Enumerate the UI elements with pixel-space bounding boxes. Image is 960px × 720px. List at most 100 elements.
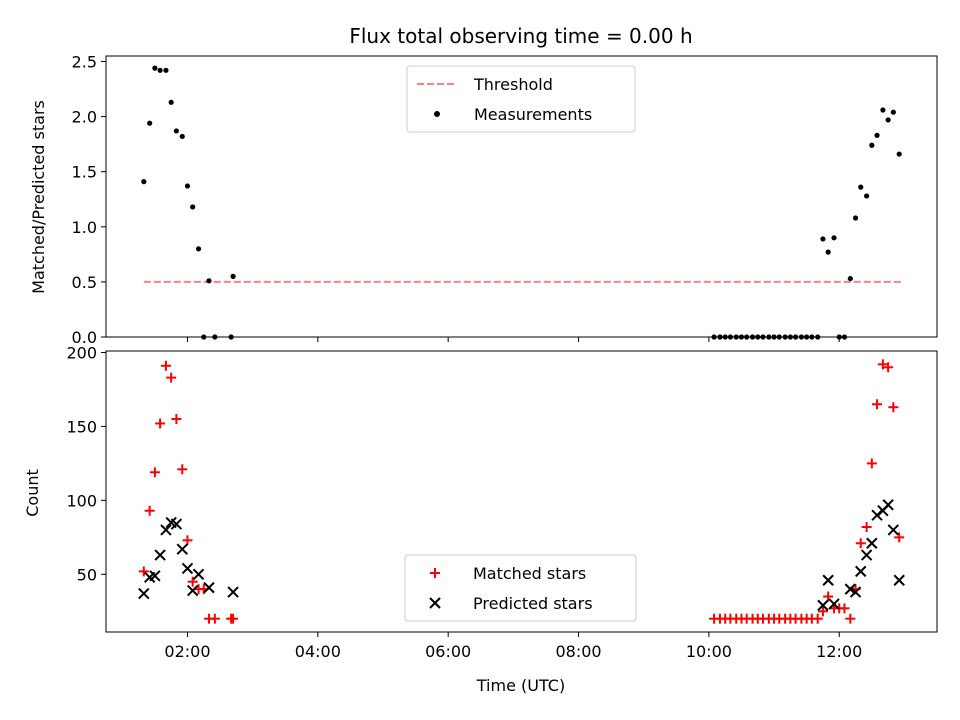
legend-threshold-label: Threshold	[473, 75, 553, 94]
measurement-point	[880, 107, 886, 113]
legend-matched-marker	[430, 568, 440, 578]
measurement-point	[869, 142, 875, 148]
legend-predicted-swatch	[429, 597, 441, 609]
x-axis-label: Time (UTC)	[476, 676, 565, 695]
x-tick-label: 02:00	[164, 642, 210, 661]
measurement-point	[820, 236, 826, 242]
matched-star-point	[228, 613, 239, 624]
measurement-point	[179, 133, 185, 140]
top-y-axis-label: Matched/Predicted stars	[29, 100, 48, 294]
bottom-y-tick-label: 50	[77, 565, 97, 584]
matched-star-point	[888, 402, 899, 413]
matched-star-point	[872, 399, 883, 410]
measurement-point	[190, 204, 196, 210]
matched-star-point	[182, 535, 193, 546]
top-y-tick-label: 0.0	[72, 328, 97, 347]
bottom-y-tick-label: 200	[66, 343, 97, 362]
matched-star-point	[861, 521, 872, 532]
x-tick-label: 06:00	[425, 642, 471, 661]
predicted-star-point	[138, 587, 150, 600]
bottom-y-tick-label: 100	[66, 491, 97, 510]
predicted-star-point	[855, 565, 867, 578]
matched-star-point	[149, 467, 160, 478]
predicted-star-point	[871, 509, 883, 521]
legend-predicted-marker	[429, 597, 441, 609]
matched-star-point	[177, 464, 188, 475]
x-tick-label: 12:00	[816, 642, 862, 661]
top-y-tick-label: 0.5	[72, 273, 97, 292]
predicted-star-point	[822, 574, 834, 586]
measurement-point	[831, 235, 837, 241]
top-y-tick-label: 1.5	[72, 163, 97, 182]
matched-star-point	[155, 418, 166, 429]
matched-star-point	[171, 414, 182, 425]
measurement-point	[168, 99, 174, 105]
predicted-star-point	[227, 586, 239, 598]
predicted-star-point	[866, 537, 878, 549]
measurement-point	[864, 193, 870, 199]
top-legend: Threshold Measurements	[406, 65, 636, 133]
predicted-star-point	[186, 584, 199, 597]
top-legend-frame	[406, 65, 636, 133]
predicted-star-point	[860, 549, 873, 561]
matched-star-point	[144, 505, 155, 516]
matched-star-point	[138, 566, 149, 577]
matched-star-point	[894, 532, 905, 543]
predicted-star-point	[192, 568, 205, 581]
bottom-plot-frame	[105, 350, 938, 633]
measurement-point	[874, 132, 880, 138]
matched-star-point	[812, 613, 823, 624]
measurement-point	[230, 273, 236, 279]
x-tick-label: 08:00	[555, 642, 601, 661]
bottom-y-axis-label: Count	[23, 469, 42, 517]
predicted-star-point	[849, 586, 862, 598]
measurement-point	[163, 67, 169, 73]
top-plot-frame	[105, 55, 938, 338]
measurement-point	[206, 278, 212, 284]
legend-matched-swatch	[430, 568, 440, 578]
predicted-star-point	[887, 524, 900, 536]
matched-star-point	[209, 613, 220, 624]
measurement-point	[141, 179, 147, 185]
predicted-star-point	[176, 543, 188, 555]
matched-star-point	[817, 606, 828, 617]
measurement-point	[184, 183, 191, 189]
x-tick-label: 04:00	[295, 642, 341, 661]
predicted-star-point	[817, 599, 829, 612]
top-y-tick-label: 2.0	[72, 108, 97, 127]
measurement-point	[885, 117, 891, 123]
legend-measurements-swatch	[434, 111, 440, 117]
bottom-legend-frame	[404, 554, 637, 622]
top-y-tick-label: 2.5	[72, 53, 97, 72]
measurement-point	[173, 128, 179, 134]
matched-star-point	[877, 359, 888, 370]
measurement-point	[896, 151, 902, 157]
legend-predicted-label: Predicted stars	[473, 594, 593, 613]
predicted-star-point	[828, 598, 840, 610]
matched-star-point	[823, 591, 834, 602]
x-tick-label: 10:00	[686, 642, 732, 661]
bottom-y-tick-label: 150	[66, 417, 97, 436]
measurement-point	[858, 184, 864, 190]
measurement-point	[890, 109, 896, 115]
predicted-star-point	[893, 574, 905, 586]
predicted-star-point	[181, 562, 194, 575]
measurement-point	[852, 215, 859, 221]
matched-star-point	[187, 576, 198, 587]
bottom-legend: Matched stars Predicted stars	[404, 554, 637, 622]
predicted-star-point	[882, 499, 894, 511]
predicted-star-point	[203, 581, 215, 594]
legend-measurements-label: Measurements	[474, 105, 592, 124]
predicted-star-point	[160, 524, 172, 536]
predicted-star-point	[844, 583, 857, 595]
matched-star-point	[883, 362, 894, 373]
predicted-star-point	[149, 570, 161, 582]
matched-star-point	[845, 613, 856, 624]
predicted-star-point	[154, 549, 166, 561]
measurement-point	[847, 275, 853, 282]
top-y-tick-label: 1.0	[72, 218, 97, 237]
measurement-point	[195, 246, 202, 252]
predicted-star-point	[170, 518, 183, 530]
matched-star-point	[855, 538, 866, 549]
